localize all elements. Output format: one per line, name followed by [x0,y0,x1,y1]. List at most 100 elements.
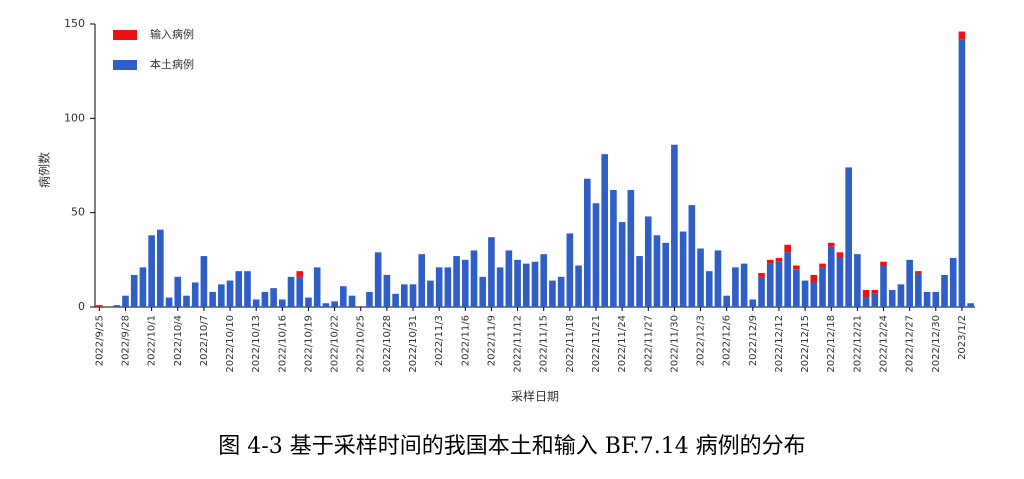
x-tick-label: 2022/11/12 [513,315,524,373]
bar [418,254,426,307]
bar [540,254,548,307]
bar [644,216,652,307]
bar [531,261,539,307]
bar [331,301,338,307]
x-tick-label: 2022/11/3 [434,315,445,366]
bar [801,280,809,307]
x-tick-label: 2022/10/1 [147,315,158,366]
legend-swatch [113,60,137,70]
bar [836,252,844,258]
x-tick-label: 2022/10/31 [408,315,419,373]
x-tick-label: 2022/11/21 [591,315,602,373]
bar [697,248,704,307]
bar [732,267,739,307]
x-tick-label: 2022/12/12 [774,315,785,373]
bar [461,259,469,307]
bar [191,282,199,307]
bar [967,303,974,307]
bar [549,280,556,307]
bar [340,286,347,307]
bar [400,284,408,307]
bar [906,259,913,307]
caption: 图 4-3 基于采样时间的我国本土和输入 BF.7.14 病例的分布 [218,434,805,459]
y-tick-label: 50 [71,206,85,219]
bar [766,259,774,264]
bar [793,269,800,307]
x-tick-label: 2022/11/27 [643,315,654,373]
bar [784,244,791,253]
x-tick-label: 2022/11/9 [486,315,497,366]
bar [758,273,765,277]
bar [383,274,391,307]
bar [435,267,443,307]
y-tick-label: 100 [64,111,85,124]
bar [749,299,757,307]
bar [636,256,643,307]
bar [522,263,530,307]
bar [714,250,722,307]
bar [610,190,617,307]
x-tick-label: 2022/10/7 [199,315,210,366]
bar [287,276,295,307]
bar [427,280,434,307]
bar [479,276,487,307]
bar [671,144,678,307]
bar [296,271,304,277]
bar [183,295,190,307]
bar [923,291,931,307]
bar [958,31,966,40]
bar [96,305,103,307]
bar [941,274,948,307]
x-tick-label: 2022/10/10 [225,315,236,373]
bar [662,242,670,307]
x-tick-label: 2022/12/24 [879,315,890,373]
bar [679,231,687,307]
bar [618,222,626,307]
bar [836,257,844,307]
bar [784,252,791,307]
bar [915,271,922,274]
x-tick-label: 2022/11/15 [539,315,550,373]
bar [130,274,138,307]
bar [897,284,905,307]
bar [165,297,173,307]
bar [305,297,312,307]
bar [740,263,748,307]
bar [122,295,129,307]
x-tick-label: 2022/11/6 [460,315,471,366]
bar [366,291,373,307]
bar [575,265,582,307]
x-tick-label: 2022/10/4 [173,315,184,366]
x-tick-label: 2022/12/27 [905,315,916,373]
legend-swatch [113,30,137,40]
bar [888,290,896,307]
bar [348,295,356,307]
bar [148,235,155,307]
bar [827,246,835,307]
legend-label: 输入病例 [150,27,194,41]
bar [862,290,870,298]
bar [113,305,121,307]
x-tick-label: 2022/12/3 [696,315,707,366]
bar [157,229,164,307]
bar [496,267,504,307]
x-tick-label: 2022/12/21 [852,315,863,373]
bar [819,263,826,268]
bar [601,154,609,307]
bar [505,250,513,307]
x-tick-label: 2022/10/13 [251,315,262,373]
x-tick-label: 2022/12/30 [931,315,942,373]
y-tick-label: 150 [64,17,85,30]
x-tick-label: 2022/12/6 [722,315,733,366]
y-tick-label: 0 [78,300,85,313]
bar [705,271,713,307]
bar [688,205,696,307]
bar [209,291,216,307]
bar [514,259,521,307]
bar [279,299,286,307]
x-tick-label: 2022/9/25 [94,315,105,366]
bar [949,257,957,307]
bar [932,291,940,307]
bar [322,303,330,307]
